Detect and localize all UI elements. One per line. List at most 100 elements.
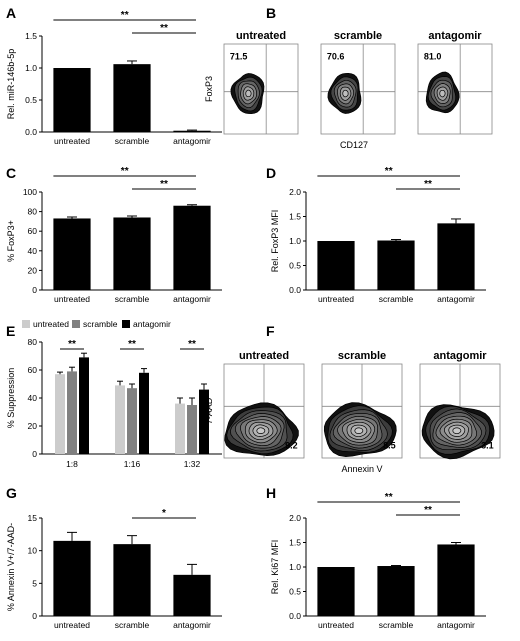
a-sig-label-1: ** [160,23,168,34]
f-plot-title-2: antagomir [433,350,487,362]
panel-letter-h: H [266,485,276,501]
d-bar-1 [377,240,415,290]
e-sig-label-0: ** [68,339,76,350]
c-xtick-label: antagomir [173,294,211,304]
d-ytick-label: 1.0 [289,236,301,246]
e-bar-2-2 [199,389,209,454]
e-bar-1-0 [115,385,125,454]
d-ytick-label: 2.0 [289,187,301,197]
c-sig-label-1: ** [160,179,168,190]
g-ytick-label: 15 [28,513,38,523]
a-bar-0 [53,68,91,132]
b-ylabel: FoxP3 [204,76,214,102]
e-bar-1-1 [127,388,137,454]
g-sig-label-0: * [162,508,166,519]
a-xtick-label: scramble [115,136,150,146]
c-ylabel: % FoxP3+ [6,220,16,262]
c-bar-2 [173,205,211,290]
d-xtick-label: antagomir [437,294,475,304]
g-bar-0 [53,540,91,616]
b-contour-ring [342,89,349,98]
e-bar-2-0 [175,403,185,454]
panel-letter-a: A [6,5,16,21]
b-contour-ring [439,89,446,98]
f-contour-ring [452,427,462,435]
e-xtick-label: 1:32 [184,459,201,469]
d-bar-0 [317,241,355,290]
b-plot-value-1: 70.6 [327,51,345,61]
c-ytick-label: 60 [28,226,38,236]
f-plot-title-1: scramble [338,350,386,362]
h-ytick-label: 2.0 [289,513,301,523]
d-bar-2 [437,223,475,290]
b-xlabel: CD127 [340,140,368,150]
e-sig-label-2: ** [188,339,196,350]
a-xtick-label: untreated [54,136,90,146]
b-plot-title-2: antagomir [428,30,482,42]
e-ytick-label: 80 [28,337,38,347]
e-legend-swatch-0 [22,320,30,328]
b-plot-title-1: scramble [334,30,382,42]
h-sig-label-0: ** [385,492,393,503]
b-plot-value-0: 71.5 [230,51,248,61]
c-bar-0 [53,218,91,290]
f-plot-title-0: untreated [239,350,289,362]
c-ytick-label: 100 [23,187,37,197]
a-ylabel: Rel. miR-146b-5p [6,49,16,120]
a-ytick-label: 1.5 [25,31,37,41]
c-ytick-label: 20 [28,265,38,275]
e-legend-label-1: scramble [83,319,118,329]
f-ylabel: 7-AAD [204,397,214,424]
e-xtick-label: 1:16 [124,459,141,469]
e-legend-swatch-1 [72,320,80,328]
e-ytick-label: 0 [32,449,37,459]
h-xtick-label: untreated [318,620,354,630]
b-contour-1 [327,73,362,114]
d-xtick-label: scramble [379,294,414,304]
g-xtick-label: antagomir [173,620,211,630]
h-bar-1 [377,566,415,616]
e-xtick-label: 1:8 [66,459,78,469]
d-ylabel: Rel. FoxP3 MFI [270,210,280,273]
plots-layer: 0.0 0.5 1.0 1.5 Rel. miR-146b-5p untreated scr… [6,10,501,630]
d-ytick-label: 1.5 [289,212,301,222]
e-bar-0-0 [55,374,65,454]
f-plot-value-2: 3.1 [481,441,494,451]
c-sig-label-0: ** [121,166,129,177]
panel-letter-b: B [266,5,276,21]
panel-letter-d: D [266,165,276,181]
e-bar-2-1 [187,405,197,454]
c-ytick-label: 40 [28,246,38,256]
d-sig-label-0: ** [385,166,393,177]
h-ytick-label: 0.5 [289,587,301,597]
a-ytick-label: 0.0 [25,127,37,137]
b-contour-0 [230,73,265,114]
c-ytick-label: 0 [32,285,37,295]
e-ytick-label: 40 [28,393,38,403]
d-sig-label-1: ** [424,179,432,190]
f-contour-1 [323,402,397,457]
g-xtick-label: scramble [115,620,150,630]
h-ytick-label: 0.0 [289,611,301,621]
h-xtick-label: antagomir [437,620,475,630]
g-bar-1 [113,544,151,616]
h-ytick-label: 1.5 [289,538,301,548]
a-bar-2 [173,130,211,132]
e-bar-0-1 [67,371,77,454]
b-contour-2 [425,71,460,114]
f-contour-2 [421,404,495,460]
e-sig-label-1: ** [128,339,136,350]
h-bar-2 [437,544,475,616]
h-sig-label-1: ** [424,505,432,516]
panel-letter-c: C [6,165,16,181]
c-ytick-label: 80 [28,207,38,217]
f-contour-ring [354,427,364,434]
b-plot-title-0: untreated [236,30,286,42]
e-bar-1-2 [139,372,149,454]
e-legend-label-0: untreated [33,319,69,329]
f-xlabel: Annexin V [341,464,382,474]
e-legend-label-2: antagomir [133,319,171,329]
e-ytick-label: 60 [28,365,38,375]
a-bar-1 [113,64,151,132]
